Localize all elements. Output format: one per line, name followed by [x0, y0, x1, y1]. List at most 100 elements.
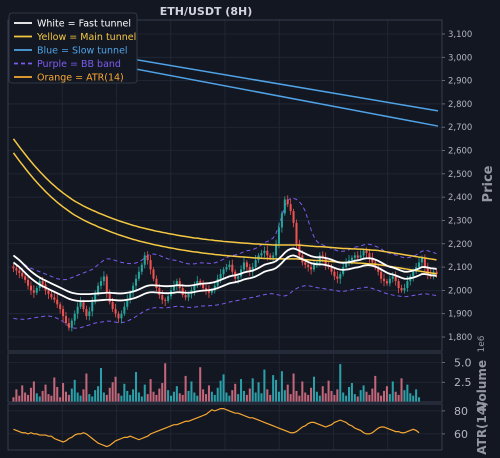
volume-bar: [59, 397, 62, 402]
volume-bar: [336, 389, 339, 402]
candle-body: [196, 281, 199, 286]
volume-bar: [327, 380, 330, 402]
volume-bar: [286, 384, 289, 402]
volume-bar: [114, 376, 117, 402]
candle-body: [21, 272, 24, 277]
candle-body: [321, 255, 324, 258]
main-tunnel-upper: [12, 138, 437, 261]
candle-body: [333, 271, 336, 277]
atr-axis-label: ATR(14): [475, 401, 489, 454]
candle-body: [216, 278, 219, 286]
volume-bar: [242, 390, 245, 402]
candle-body: [140, 264, 143, 272]
candle-body: [187, 293, 190, 298]
frame-layer: [7, 19, 443, 451]
volume-bar: [172, 391, 175, 402]
volume-bar: [99, 368, 103, 402]
candle-body: [347, 260, 351, 263]
volume-bar: [272, 375, 275, 402]
volume-bar: [298, 395, 301, 402]
volume-bar: [105, 394, 108, 402]
candle-body: [73, 313, 76, 321]
candle-body: [435, 271, 438, 275]
volume-bar: [207, 385, 210, 402]
candle-body: [175, 281, 178, 286]
candle-body: [248, 267, 251, 272]
legend-label: Yellow = Main tunnel: [36, 32, 136, 43]
volume-bar: [27, 394, 30, 402]
volume-bar: [120, 395, 123, 402]
price-tick-label: 2,200: [448, 240, 472, 250]
volume-bar: [210, 391, 213, 402]
candle-body: [406, 281, 409, 289]
price-tick-label: 2,000: [448, 286, 472, 296]
candle-body: [102, 276, 105, 282]
candle-body: [181, 288, 184, 296]
candle-body: [359, 255, 362, 258]
volume-tick-label: 2.5: [454, 376, 472, 389]
candle-body: [76, 306, 79, 314]
candle-body: [88, 311, 91, 317]
atr-layer: [13, 408, 420, 448]
volume-bar: [353, 394, 356, 402]
candle-body: [423, 257, 426, 268]
candle-body: [97, 285, 100, 293]
volume-bar: [380, 395, 383, 402]
candle-body: [418, 262, 421, 268]
volume-bar: [143, 384, 146, 402]
volume-bar: [41, 390, 44, 402]
volume-bar: [254, 392, 257, 402]
volume-bar: [82, 389, 85, 402]
volume-bar: [67, 394, 70, 402]
volume-bar: [56, 386, 59, 402]
legend: White = Fast tunnel Yellow = Main tunnel B…: [8, 12, 138, 84]
volume-bar: [44, 384, 47, 402]
volume-axis-label: Volume: [475, 360, 489, 410]
volume-bar: [394, 391, 397, 402]
candle-body: [114, 309, 117, 314]
volume-tick-label: 5.0: [454, 356, 472, 369]
volume-bar: [333, 394, 336, 402]
price-tick-label: 2,800: [448, 100, 472, 110]
volume-bar: [190, 381, 193, 402]
volume-bar: [134, 371, 138, 402]
candle-body: [143, 255, 146, 265]
candle-body: [184, 295, 187, 298]
candle-body: [292, 211, 295, 223]
volume-bar: [12, 397, 15, 402]
candle-body: [260, 253, 263, 256]
candle-body: [167, 296, 170, 301]
candle-body: [304, 262, 307, 265]
volume-bar: [397, 394, 400, 402]
price-tick-label: 2,400: [448, 193, 472, 203]
volume-bar: [152, 391, 155, 402]
price-axis-label: Price: [481, 165, 496, 202]
atr-tick-label: 80: [454, 405, 468, 418]
candle-body: [29, 285, 32, 291]
volume-bar: [97, 386, 100, 402]
volume-bar: [111, 382, 114, 402]
volume-bar: [21, 385, 24, 402]
bb-layer: [13, 197, 437, 329]
candle-body: [70, 320, 73, 328]
volume-bar: [187, 390, 190, 402]
bb-upper-line: [13, 197, 437, 281]
candle-body: [330, 267, 333, 272]
candle-body: [365, 250, 368, 254]
volume-bar: [382, 390, 386, 402]
price-tick-label: 1,800: [448, 333, 472, 343]
candle-body: [377, 267, 380, 272]
candle-body: [152, 269, 155, 279]
candle-body: [50, 293, 53, 298]
volume-bar: [62, 383, 65, 402]
candle-body: [161, 295, 164, 300]
candle-body: [59, 304, 62, 310]
volume-bar: [400, 378, 403, 402]
price-tick-label: 2,600: [448, 147, 472, 157]
volume-bar: [280, 371, 283, 402]
volume-bar: [216, 387, 219, 402]
candle-body: [394, 276, 397, 282]
candle-body: [362, 250, 365, 256]
volume-bar: [377, 392, 380, 402]
candle-body: [134, 278, 138, 286]
